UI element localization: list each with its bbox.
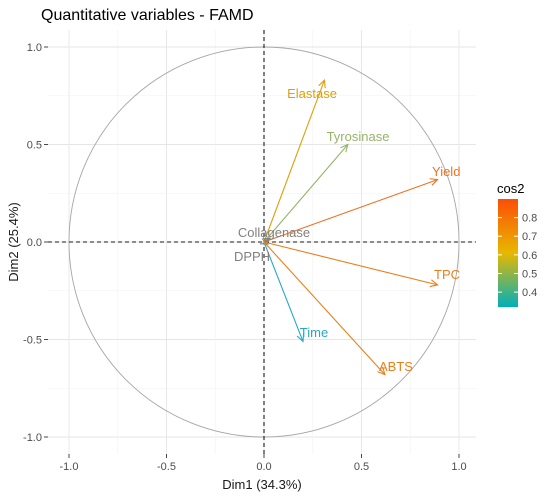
arrow-shaft xyxy=(263,179,438,243)
label-abts: ABTS xyxy=(379,359,413,374)
label-yield: Yield xyxy=(432,164,460,179)
arrow-shaft xyxy=(263,79,325,243)
label-elastase: Elastase xyxy=(287,86,337,101)
arrow-shaft xyxy=(263,241,386,375)
chart-title: Quantitative variables - FAMD xyxy=(41,7,254,24)
legend-tick-label: 0.5 xyxy=(522,268,537,280)
x-tick-label: 0.0 xyxy=(256,461,271,473)
y-tick-label: 1.0 xyxy=(27,42,42,54)
axis-ticks: -1.0 -1.0 -0.5 -0.5 0.0 0.0 0.5 0.5 1.0 1.0 xyxy=(23,42,467,473)
variable-arrows xyxy=(259,78,439,376)
label-time: Time xyxy=(300,325,328,340)
y-tick-label: -1.0 xyxy=(23,432,42,444)
x-tick-label: 1.0 xyxy=(451,461,466,473)
x-tick-label: -1.0 xyxy=(60,461,79,473)
arrow-head xyxy=(259,237,270,245)
legend-tick-label: 0.7 xyxy=(522,231,537,243)
label-collagenase: Collagenase xyxy=(238,225,310,240)
arrow-tpc xyxy=(263,241,439,288)
arrow-abts xyxy=(263,241,386,376)
x-tick-label: 0.5 xyxy=(354,461,369,473)
arrow-tyrosinase xyxy=(263,143,349,243)
x-tick-label: -0.5 xyxy=(157,461,176,473)
x-axis-title: Dim1 (34.3%) xyxy=(222,477,301,492)
arrow-head xyxy=(340,143,349,153)
label-dpph: DPPH xyxy=(234,249,270,264)
arrow-time xyxy=(263,241,305,343)
arrow-shaft xyxy=(263,241,304,342)
arrow-head xyxy=(429,279,439,288)
variable-labels: Elastase Tyrosinase Yield Collagenase DPPH TP… xyxy=(234,86,461,374)
arrow-head xyxy=(318,78,326,89)
legend: cos2 0.4 0.5 0.6 0.7 0.8 xyxy=(497,181,537,307)
y-tick-label: 0.0 xyxy=(27,237,42,249)
y-axis-title: Dim2 (25.4%) xyxy=(6,202,21,281)
label-tyrosinase: Tyrosinase xyxy=(327,129,390,144)
label-tpc: TPC xyxy=(434,267,460,282)
arrow-shaft xyxy=(263,144,349,243)
legend-colorbar xyxy=(498,199,518,307)
arrow-yield xyxy=(263,178,439,243)
arrow-elastase xyxy=(263,78,326,243)
y-tick-label: 0.5 xyxy=(27,140,42,152)
legend-tick-label: 0.4 xyxy=(522,287,537,299)
legend-tick-label: 0.6 xyxy=(522,250,537,262)
y-tick-label: -0.5 xyxy=(23,335,42,347)
legend-tick-label: 0.8 xyxy=(522,213,537,225)
arrow-head xyxy=(429,178,439,186)
arrow-head xyxy=(377,366,386,376)
arrow-head xyxy=(296,333,305,343)
arrow-shaft xyxy=(263,241,438,286)
legend-title: cos2 xyxy=(497,181,524,196)
